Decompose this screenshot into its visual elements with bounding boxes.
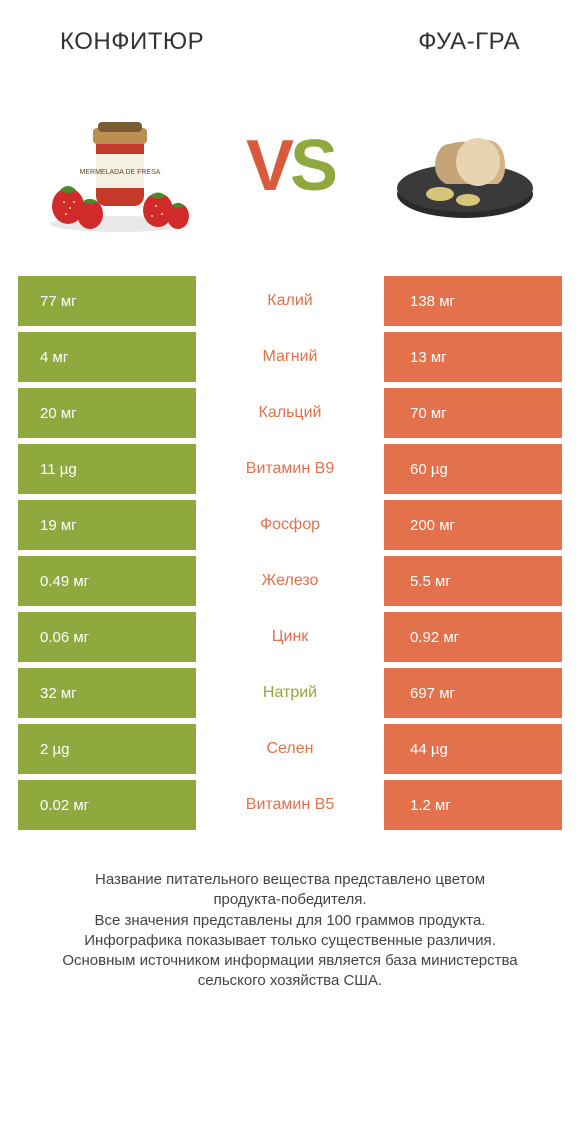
right-value-cell: 70 мг (384, 388, 562, 438)
footer-line: сельского хозяйства США. (22, 971, 558, 991)
left-value-cell: 0.06 мг (18, 612, 196, 662)
nutrient-name: Калий (196, 276, 384, 326)
vs-v-letter: V (246, 126, 290, 206)
left-product-title: КОНФИТЮР (60, 28, 204, 56)
nutrient-row: 32 мгНатрий697 мг (18, 668, 562, 718)
nutrient-name: Фосфор (196, 500, 384, 550)
right-value-cell: 5.5 мг (384, 556, 562, 606)
footer-line: Инфографика показывает только существенн… (22, 931, 558, 951)
left-value-cell: 4 мг (18, 332, 196, 382)
nutrient-name: Цинк (196, 612, 384, 662)
right-value-cell: 44 µg (384, 724, 562, 774)
left-value-cell: 11 µg (18, 444, 196, 494)
nutrient-table: 77 мгКалий138 мг 4 мгМагний13 мг 20 мгКаль… (0, 276, 580, 830)
nutrient-name: Селен (196, 724, 384, 774)
right-value-cell: 200 мг (384, 500, 562, 550)
nutrient-row: 11 µgВитамин B960 µg (18, 444, 562, 494)
versus-row: MERMELADA DE FRESA VS (0, 56, 580, 276)
footer-line: продукта-победителя. (22, 890, 558, 910)
left-value-cell: 19 мг (18, 500, 196, 550)
nutrient-row: 19 мгФосфор200 мг (18, 500, 562, 550)
nutrient-row: 0.49 мгЖелезо5.5 мг (18, 556, 562, 606)
nutrient-name: Витамин B9 (196, 444, 384, 494)
nutrient-row: 77 мгКалий138 мг (18, 276, 562, 326)
nutrient-name: Кальций (196, 388, 384, 438)
footer-line: Основным источником информации является … (22, 951, 558, 971)
header: КОНФИТЮР ФУА-ГРА (0, 0, 580, 56)
footer-line: Название питательного вещества представл… (22, 870, 558, 890)
nutrient-row: 4 мгМагний13 мг (18, 332, 562, 382)
right-value-cell: 1.2 мг (384, 780, 562, 830)
nutrient-name: Магний (196, 332, 384, 382)
left-value-cell: 0.02 мг (18, 780, 196, 830)
nutrient-name: Витамин B5 (196, 780, 384, 830)
footer-line: Все значения представлены для 100 граммо… (22, 911, 558, 931)
nutrient-row: 20 мгКальций70 мг (18, 388, 562, 438)
nutrient-row: 2 µgСелен44 µg (18, 724, 562, 774)
right-value-cell: 138 мг (384, 276, 562, 326)
footer-note: Название питательного вещества представл… (0, 836, 580, 992)
svg-text:MERMELADA DE FRESA: MERMELADA DE FRESA (80, 169, 161, 176)
right-product-image (380, 96, 540, 236)
nutrient-name: Железо (196, 556, 384, 606)
nutrient-row: 0.02 мгВитамин B51.2 мг (18, 780, 562, 830)
left-product-image: MERMELADA DE FRESA (40, 96, 200, 236)
right-value-cell: 0.92 мг (384, 612, 562, 662)
left-value-cell: 20 мг (18, 388, 196, 438)
right-value-cell: 60 µg (384, 444, 562, 494)
left-value-cell: 77 мг (18, 276, 196, 326)
nutrient-name: Натрий (196, 668, 384, 718)
right-value-cell: 13 мг (384, 332, 562, 382)
left-value-cell: 0.49 мг (18, 556, 196, 606)
vs-label: VS (246, 125, 334, 207)
vs-s-letter: S (290, 126, 334, 206)
right-product-title: ФУА-ГРА (418, 28, 520, 56)
left-value-cell: 2 µg (18, 724, 196, 774)
nutrient-row: 0.06 мгЦинк0.92 мг (18, 612, 562, 662)
left-value-cell: 32 мг (18, 668, 196, 718)
right-value-cell: 697 мг (384, 668, 562, 718)
